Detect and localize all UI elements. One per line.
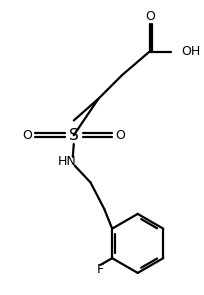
Text: O: O <box>23 129 32 142</box>
Text: HN: HN <box>58 155 76 168</box>
Text: O: O <box>115 129 125 142</box>
Text: S: S <box>69 128 79 143</box>
Text: O: O <box>146 10 155 23</box>
Text: F: F <box>97 263 104 276</box>
Text: OH: OH <box>181 45 200 58</box>
